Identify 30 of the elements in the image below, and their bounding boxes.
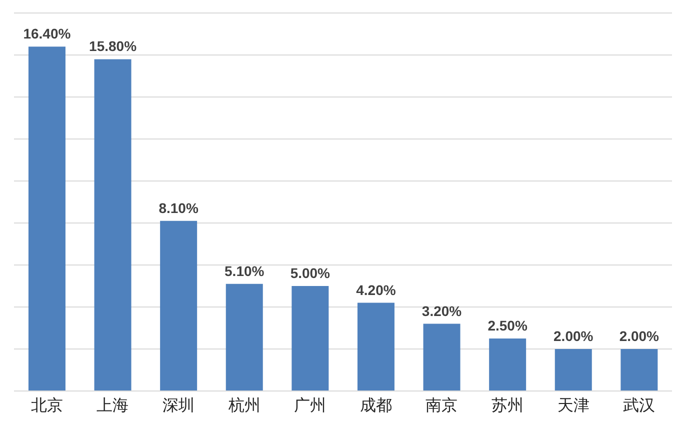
bar: [620, 349, 658, 391]
bar: [94, 59, 132, 391]
x-tick-label: 武汉: [623, 395, 656, 414]
bar: [554, 349, 592, 391]
x-tick-label: 广州: [294, 395, 326, 414]
data-label: 16.40%: [23, 26, 72, 42]
x-tick-label: 北京: [30, 395, 63, 414]
bar: [226, 284, 263, 391]
bar: [28, 46, 66, 391]
data-label: 5.00%: [290, 265, 331, 281]
x-tick-label: 上海: [96, 395, 129, 414]
x-tick-label: 南京: [426, 395, 458, 414]
bar: [489, 338, 526, 391]
x-tick-label: 成都: [360, 395, 392, 414]
bar: [160, 220, 198, 391]
data-label: 2.00%: [554, 328, 594, 344]
data-label: 8.10%: [158, 200, 199, 216]
data-label: 2.00%: [619, 328, 660, 344]
x-tick-label: 苏州: [492, 395, 524, 414]
bar: [357, 302, 394, 391]
data-label: 2.50%: [488, 318, 528, 334]
x-tick-label: 天津: [557, 395, 590, 414]
data-label: 15.80%: [89, 38, 138, 54]
data-label: 5.10%: [224, 262, 265, 279]
data-label: 3.20%: [422, 302, 462, 319]
bar: [292, 286, 329, 391]
data-label: 4.20%: [356, 282, 396, 298]
x-tick-label: 深圳: [162, 395, 194, 414]
x-tick-label: 杭州: [227, 395, 260, 414]
bar: [423, 324, 460, 391]
